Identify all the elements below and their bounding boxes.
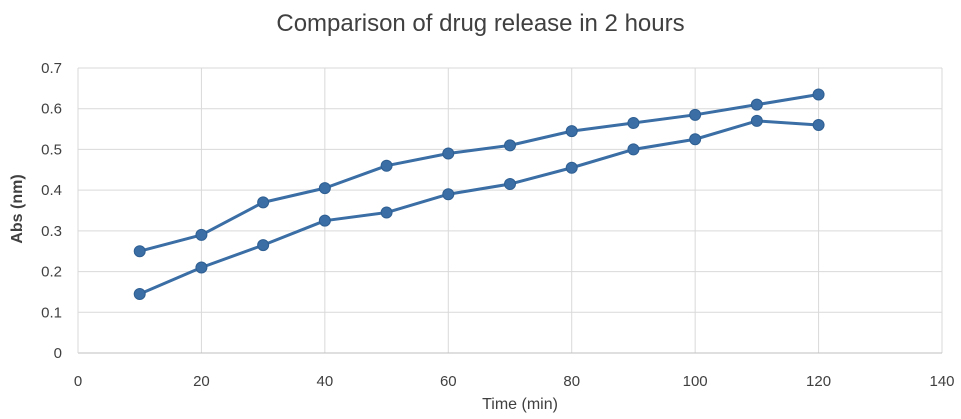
series-1-point — [812, 88, 825, 101]
x-axis-title: Time (min) — [482, 396, 558, 413]
y-tick-label: 0.7 — [41, 60, 62, 77]
axis-lines — [77, 68, 942, 354]
series-2-point — [195, 261, 208, 274]
series-1-point — [504, 139, 516, 152]
series-2-point — [627, 143, 640, 156]
series-1-point — [133, 245, 146, 258]
x-tick-label: 0 — [74, 373, 82, 390]
series-1-point — [318, 182, 331, 195]
x-tick-labels: 0 20 40 60 80 100 120 140 — [74, 373, 955, 390]
x-tick-label: 120 — [806, 373, 831, 390]
series-lines — [138, 92, 821, 296]
series-2-point — [812, 119, 825, 131]
y-axis-title: Abs (nm) — [9, 174, 26, 244]
series-1-point — [257, 196, 270, 209]
grid-lines — [78, 67, 943, 353]
series-2-point — [442, 188, 455, 201]
series-1-point — [627, 116, 640, 129]
series-line-1 — [138, 92, 821, 253]
x-tick-label: 60 — [440, 373, 457, 390]
y-tick-label: 0.1 — [41, 304, 62, 321]
x-tick-label: 80 — [563, 373, 580, 390]
x-tick-label: 100 — [683, 373, 708, 390]
series-1-point — [750, 98, 763, 111]
x-tick-label: 20 — [193, 373, 210, 390]
x-tick-label: 140 — [929, 373, 954, 390]
y-tick-label: 0.6 — [41, 101, 62, 118]
series-1-point — [565, 125, 578, 138]
series-line-2 — [138, 119, 821, 296]
series-2-point — [257, 239, 270, 252]
series-2-point — [318, 214, 331, 227]
series-2-point — [133, 287, 146, 300]
y-tick-label: 0.3 — [41, 223, 62, 240]
y-tick-labels: 0 0.1 0.2 0.3 0.4 0.5 0.6 0.7 — [41, 60, 62, 362]
series-1-point — [380, 159, 393, 172]
y-tick-label: 0.4 — [41, 182, 62, 199]
y-tick-label: 0 — [54, 345, 62, 362]
series-1-point — [689, 108, 702, 121]
y-tick-label: 0.2 — [41, 264, 62, 281]
series-2-point — [565, 161, 578, 174]
series-2-point — [504, 178, 516, 191]
series-1-point — [442, 147, 455, 160]
series-1-point — [195, 228, 208, 241]
series-points — [133, 88, 825, 300]
series-2-point — [380, 206, 393, 219]
chart-title: Comparison of drug release in 2 hours — [276, 10, 685, 37]
x-tick-label: 40 — [317, 373, 334, 390]
series-2-point — [689, 133, 702, 146]
series-2-point — [750, 114, 763, 127]
y-tick-label: 0.5 — [41, 141, 62, 158]
